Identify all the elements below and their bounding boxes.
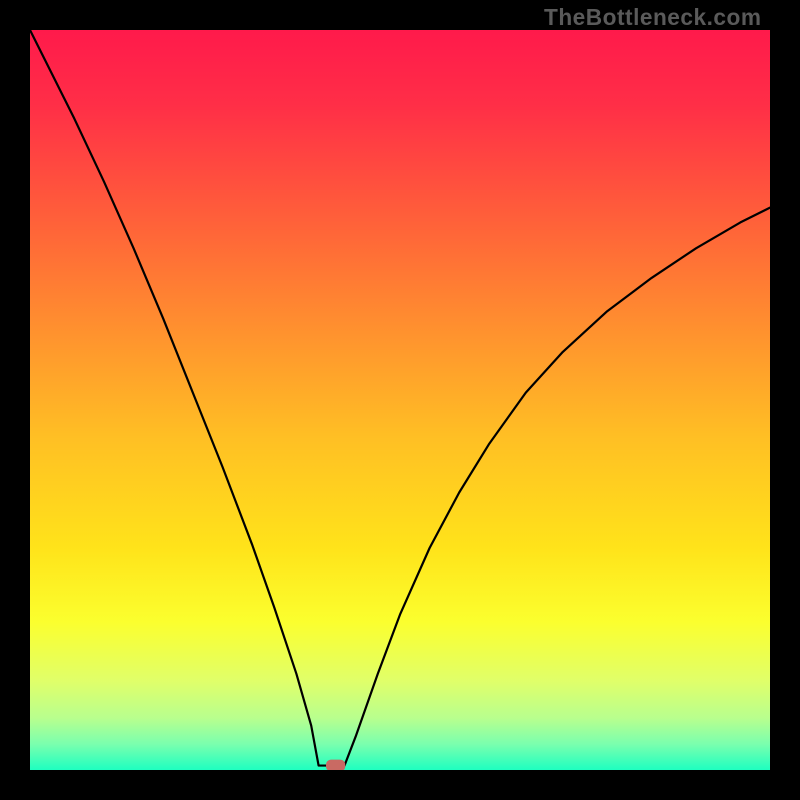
optimal-point-marker [326,760,345,770]
bottleneck-chart [30,30,770,770]
watermark-text: TheBottleneck.com [544,4,761,31]
gradient-background [30,30,770,770]
